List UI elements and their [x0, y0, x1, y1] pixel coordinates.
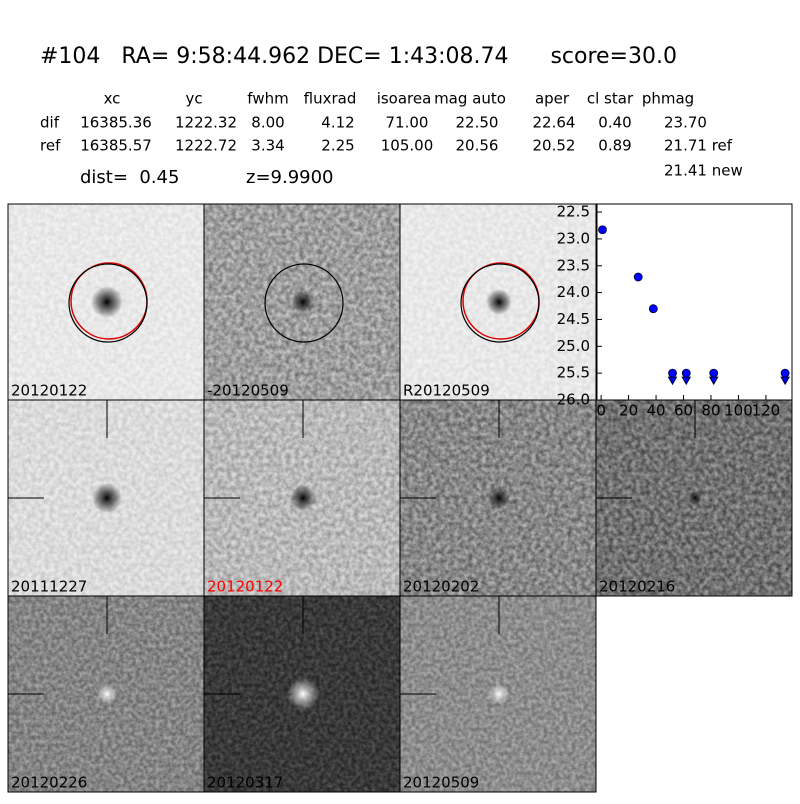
x-tick-label: 80	[701, 402, 720, 420]
column-header: cl star	[587, 90, 634, 108]
point	[648, 304, 658, 314]
cell: 0.40	[598, 114, 631, 132]
y-tick-label: 24.0	[557, 283, 590, 301]
x-tick-label: 0	[596, 402, 606, 420]
point	[633, 272, 643, 282]
source	[489, 684, 509, 704]
stamp: R20120509	[399, 203, 597, 401]
point	[681, 368, 691, 378]
stamp: -20120509	[203, 203, 401, 401]
aperture	[264, 263, 344, 343]
source	[92, 483, 122, 513]
x-tick-label: 60	[674, 402, 693, 420]
y-tick-label: 23.5	[557, 256, 590, 274]
stamp-label: 20120122	[207, 578, 283, 596]
column-header: yc	[185, 90, 202, 108]
source	[688, 491, 702, 505]
stamp-label: 20120317	[207, 774, 283, 792]
point	[668, 368, 677, 378]
dist: dist= 0.45	[80, 167, 179, 188]
source	[97, 684, 117, 704]
cell: 22.64	[533, 114, 576, 132]
cell: 2.25	[321, 137, 354, 155]
stamp-label: 20120122	[11, 382, 87, 400]
cell: 1222.32	[175, 114, 237, 132]
stamp: 20111227	[7, 399, 205, 597]
stamp: 20120122	[7, 203, 205, 401]
cell: 16385.36	[80, 114, 152, 132]
stamp-label: 20120509	[403, 774, 479, 792]
cell: 71.00	[386, 114, 429, 132]
point	[598, 225, 607, 235]
source	[290, 485, 316, 511]
cell: 20.56	[456, 137, 499, 155]
cell: 0.89	[598, 137, 631, 155]
cell: 21.71 ref	[664, 137, 733, 155]
aperture	[68, 263, 148, 343]
cell: 22.50	[456, 114, 499, 132]
cell: 20.52	[533, 137, 576, 155]
stamp-label: 20120216	[599, 578, 675, 596]
x-tick-label: 100	[724, 402, 753, 420]
stamp: 20120509	[399, 595, 597, 793]
aperture	[460, 263, 540, 343]
stamp: 20120216	[595, 399, 793, 597]
row-label: ref	[40, 137, 61, 155]
plot-bg	[596, 203, 793, 401]
stamp-label: R20120509	[403, 382, 490, 400]
source	[287, 678, 319, 710]
cell: 3.34	[251, 137, 284, 155]
stamp-frame	[399, 595, 597, 793]
stamp-label: 20111227	[11, 578, 87, 596]
column-header: phmag	[642, 90, 694, 108]
y-tick-label: 23.0	[557, 229, 590, 247]
phmag-new: 21.41 new	[664, 162, 743, 180]
x-tick-label: 120	[752, 402, 781, 420]
column-header: xc	[104, 90, 121, 108]
stamp-label: -20120509	[207, 382, 289, 400]
cell: 23.70	[664, 114, 707, 132]
source	[488, 487, 510, 509]
row-label: dif	[40, 114, 60, 132]
source	[291, 290, 315, 314]
point	[780, 368, 790, 378]
stamp-label: 20120226	[11, 774, 87, 792]
column-header: fluxrad	[304, 90, 357, 108]
y-tick-label: 25.5	[557, 364, 590, 382]
y-tick-label: 26.0	[557, 391, 590, 409]
stamp-label: 20120202	[403, 578, 479, 596]
column-header: aper	[535, 90, 570, 108]
cell: 4.12	[321, 114, 354, 132]
column-header: fwhm	[247, 90, 288, 108]
cell: 105.00	[381, 137, 434, 155]
cell: 16385.57	[80, 137, 152, 155]
stamp: 20120317	[203, 595, 401, 793]
column-header: isoarea	[377, 90, 432, 108]
column-header: mag auto	[434, 90, 506, 108]
x-tick-label: 20	[619, 402, 638, 420]
x-tick-label: 40	[647, 402, 666, 420]
stamp: 20120202	[399, 399, 597, 597]
z: z=9.9900	[246, 167, 334, 188]
title: #104 RA= 9:58:44.962 DEC= 1:43:08.74 sco…	[40, 44, 677, 69]
stamp: 20120226	[7, 595, 205, 793]
source	[486, 289, 512, 315]
light-curve: 22.5 23.0 23.5 24.0 24.5 25.0 25.5 26.0 0 20 40 60 8…	[557, 203, 793, 420]
stamp: 20120122	[203, 399, 401, 597]
cell: 8.00	[251, 114, 284, 132]
y-tick-label: 22.5	[557, 203, 590, 221]
source	[91, 286, 123, 318]
point	[709, 368, 719, 378]
y-tick-label: 25.0	[557, 337, 590, 355]
y-tick-label: 24.5	[557, 310, 590, 328]
cell: 1222.72	[175, 137, 237, 155]
